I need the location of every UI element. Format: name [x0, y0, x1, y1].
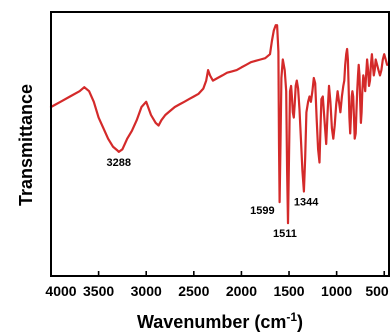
- plot-series-group: [49, 24, 390, 225]
- x-axis-title-main: Wavenumber (cm: [137, 312, 286, 332]
- x-tick-label-2500: 2500: [178, 283, 209, 299]
- peak-label-1511: 1511: [273, 228, 297, 240]
- x-tick-label-4000: 4000: [45, 283, 76, 299]
- x-tick-label-3000: 3000: [131, 283, 162, 299]
- x-axis-title: Wavenumber (cm-1): [137, 310, 303, 332]
- peak-annotations: 3288 1599 1511 1344: [107, 157, 320, 240]
- x-tick-label-1000: 1000: [321, 283, 352, 299]
- x-tick-label-3500: 3500: [83, 283, 114, 299]
- peak-label-1599: 1599: [250, 205, 274, 217]
- spectrum-line-0: [49, 24, 390, 225]
- peak-label-1344: 1344: [294, 197, 319, 209]
- x-tick-label-500: 500: [365, 283, 389, 299]
- x-axis-title-superscript: -1: [286, 310, 297, 324]
- y-axis-title: Transmittance: [16, 84, 36, 206]
- x-tick-label-1500: 1500: [273, 283, 304, 299]
- plot-frame: [50, 11, 390, 277]
- x-axis-ticks: 4000 3500 3000 2500 2000 1500 1000 500: [45, 271, 389, 299]
- x-axis-title-close: ): [297, 312, 303, 332]
- x-tick-label-2000: 2000: [226, 283, 257, 299]
- peak-label-3288: 3288: [107, 157, 131, 169]
